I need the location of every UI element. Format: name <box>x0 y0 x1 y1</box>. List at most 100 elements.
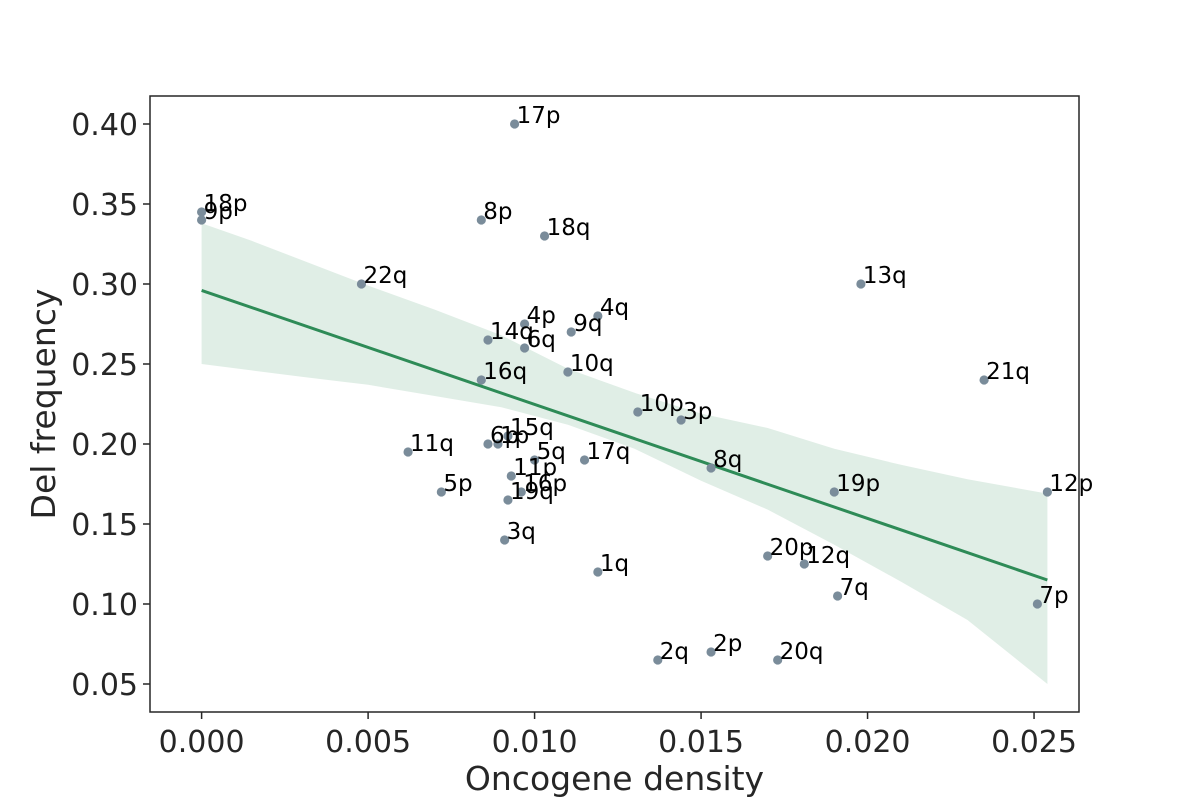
y-tick-label: 0.25 <box>71 348 138 383</box>
point-label-22q: 22q <box>363 263 407 289</box>
data-point-3q <box>500 535 510 545</box>
point-label-6q: 6q <box>527 327 556 353</box>
point-label-9p: 9p <box>204 199 233 225</box>
x-tick-label: 0.015 <box>658 725 744 760</box>
point-label-8p: 8p <box>483 199 512 225</box>
point-label-5p: 5p <box>443 471 472 497</box>
y-tick-label: 0.10 <box>71 588 138 623</box>
point-label-16q: 16q <box>483 359 527 385</box>
point-label-7q: 7q <box>840 575 869 601</box>
y-tick-label: 0.20 <box>71 428 138 463</box>
x-tick-label: 0.000 <box>159 725 245 760</box>
point-label-10q: 10q <box>570 351 614 377</box>
x-axis-label: Oncogene density <box>465 759 764 798</box>
point-label-7p: 7p <box>1039 583 1068 609</box>
data-point-9p <box>197 215 207 225</box>
data-point-17p <box>510 119 520 129</box>
point-label-9q: 9q <box>573 311 602 337</box>
data-point-20q <box>773 655 783 665</box>
point-label-17q: 17q <box>587 439 631 465</box>
x-tick-label: 0.005 <box>325 725 411 760</box>
regression-line-layer <box>201 288 1048 582</box>
point-label-18p: 18p <box>204 191 248 217</box>
data-point-16q <box>476 375 486 385</box>
confidence-band <box>201 223 1048 684</box>
x-tick-label: 0.020 <box>825 725 911 760</box>
x-axis-ticks: 0.000 0.005 0.010 0.015 0.020 0.025 <box>159 712 1077 760</box>
data-point-6q <box>519 343 530 353</box>
data-point-16p <box>516 487 526 497</box>
data-point-8q <box>706 463 716 473</box>
data-point-5p <box>436 487 446 497</box>
point-label-6p: 6p <box>490 423 519 449</box>
point-label-20q: 20q <box>780 639 824 665</box>
point-label-8q: 8q <box>713 447 742 473</box>
data-point-1q <box>593 567 603 577</box>
point-label-14q: 14q <box>490 319 534 345</box>
point-label-19q: 19q <box>510 479 554 505</box>
point-label-17p: 17p <box>517 103 561 129</box>
data-point-18q <box>539 231 550 241</box>
data-point-3p <box>676 415 686 425</box>
y-tick-label: 0.40 <box>71 108 138 143</box>
y-tick-label: 0.30 <box>71 268 138 303</box>
regression-line <box>201 288 1048 582</box>
data-point-20p <box>763 551 773 561</box>
point-label-1q: 1q <box>600 551 629 577</box>
data-point-1p <box>493 439 503 449</box>
data-point-21q <box>979 375 989 385</box>
point-label-2p: 2p <box>713 631 742 657</box>
point-label-3p: 3p <box>683 399 712 425</box>
point-label-4q: 4q <box>600 295 629 321</box>
data-point-6p <box>483 439 493 449</box>
y-axis-ticks: 0.05 0.10 0.15 0.20 0.25 0.30 0.35 0.40 <box>71 108 150 703</box>
point-label-11q: 11q <box>410 431 454 457</box>
point-label-20p: 20p <box>770 535 814 561</box>
data-point-5q <box>529 455 540 465</box>
data-points-layer <box>197 119 1052 665</box>
point-label-3q: 3q <box>507 519 536 545</box>
data-point-17q <box>579 455 590 465</box>
data-point-13q <box>856 279 866 289</box>
data-point-11p <box>506 471 516 481</box>
data-point-10q <box>563 367 573 377</box>
data-point-19q <box>503 495 513 505</box>
point-label-12p: 12p <box>1049 471 1093 497</box>
data-point-4q <box>593 311 603 321</box>
data-point-9q <box>566 327 576 337</box>
point-label-18q: 18q <box>547 215 591 241</box>
point-label-1p: 1p <box>500 423 529 449</box>
point-label-5q: 5q <box>537 439 566 465</box>
point-label-15q: 15q <box>510 415 554 441</box>
point-label-10p: 10p <box>640 391 684 417</box>
data-point-19p <box>829 487 839 497</box>
y-tick-label: 0.05 <box>71 668 138 703</box>
point-label-12q: 12q <box>806 543 850 569</box>
point-label-21q: 21q <box>986 359 1030 385</box>
data-point-18p <box>197 207 207 217</box>
point-label-4p: 4p <box>527 303 556 329</box>
data-point-8p <box>476 215 486 225</box>
plot-frame <box>149 95 1080 713</box>
x-tick-label: 0.010 <box>492 725 578 760</box>
data-point-12p <box>1042 487 1052 497</box>
point-label-16p: 16p <box>523 471 567 497</box>
data-point-7q <box>832 591 843 601</box>
data-point-15q <box>503 431 513 441</box>
y-axis-label: Del frequency <box>24 289 63 520</box>
point-label-11p: 11p <box>513 455 557 481</box>
x-tick-label: 0.025 <box>991 725 1077 760</box>
data-point-2q <box>653 655 663 665</box>
data-point-4p <box>519 319 530 329</box>
data-point-7p <box>1032 599 1042 609</box>
data-point-22q <box>356 279 367 289</box>
data-point-12q <box>799 559 809 569</box>
y-tick-label: 0.35 <box>71 188 138 223</box>
point-label-2q: 2q <box>660 639 689 665</box>
y-tick-label: 0.15 <box>71 508 138 543</box>
point-label-19p: 19p <box>836 471 880 497</box>
data-point-14q <box>483 335 493 345</box>
